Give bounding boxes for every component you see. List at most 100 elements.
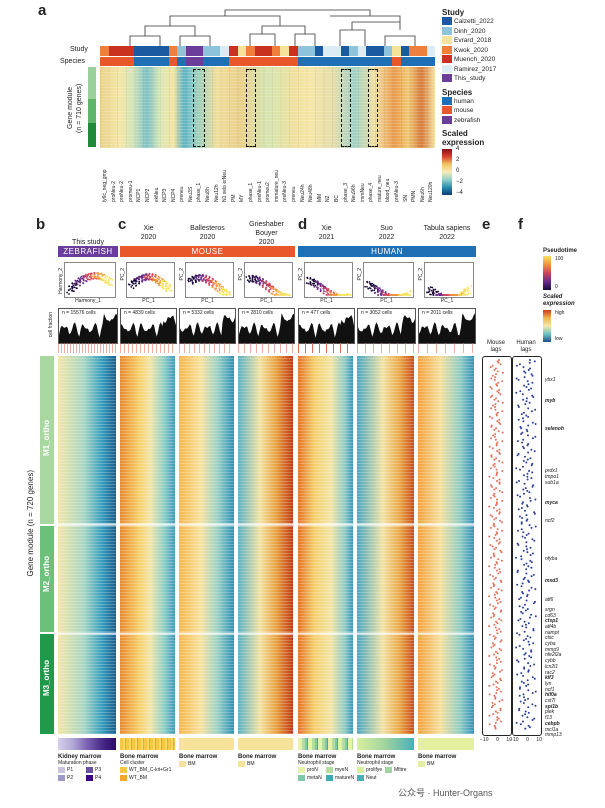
scale-tick: 0 xyxy=(456,168,460,174)
lag-dot xyxy=(493,465,496,468)
lag-dot xyxy=(496,719,499,721)
embedding-point xyxy=(366,281,369,284)
embedding-point xyxy=(195,277,198,280)
gene-label: mxd3 xyxy=(545,578,559,585)
lag-dot xyxy=(491,515,494,518)
lag-dot xyxy=(494,563,497,566)
lag-dot xyxy=(517,378,520,381)
lag-dot xyxy=(526,430,529,433)
embedding-point xyxy=(165,282,167,285)
gene-label: mmp9 xyxy=(545,646,559,653)
embedding-point xyxy=(218,284,221,287)
lag-dot xyxy=(491,672,494,675)
embedding-point xyxy=(372,285,374,287)
lag-dot xyxy=(489,514,492,517)
study-cell xyxy=(366,46,375,56)
gene-label: hif0a xyxy=(545,692,557,699)
embedding-point xyxy=(459,294,462,296)
lag-dot xyxy=(493,593,496,596)
lag-dot xyxy=(500,551,503,554)
sample-legend-item: P1 xyxy=(58,766,86,774)
embedding-point xyxy=(369,287,372,290)
lag-dot xyxy=(527,565,530,568)
lag-dot xyxy=(533,450,536,453)
embedding-point xyxy=(309,277,312,280)
lag-dot xyxy=(518,694,521,697)
lag-dot xyxy=(495,397,497,400)
panel-a-dendrogram xyxy=(129,9,416,48)
lag-dot xyxy=(493,548,496,551)
column-label: immature_neu xyxy=(273,170,280,202)
panel-d-label: d xyxy=(298,216,308,233)
gene-label: myb xyxy=(545,397,556,404)
embedding-point xyxy=(322,292,325,295)
column-label: MM xyxy=(316,193,323,202)
embedding-point xyxy=(204,276,207,279)
lag-dot xyxy=(526,380,529,383)
lag-dot xyxy=(496,532,499,535)
lag-dot xyxy=(528,655,531,657)
embedding-point xyxy=(203,277,206,279)
embedding-point xyxy=(264,281,267,284)
lag-dot xyxy=(495,373,497,376)
lag-dot xyxy=(500,559,503,562)
lag-dot xyxy=(519,723,522,726)
panel-e-label: e xyxy=(482,216,491,233)
lag-dot xyxy=(531,394,534,397)
embedding-xlabel: PC_1 xyxy=(260,298,273,304)
sample-annotation-bar xyxy=(179,738,234,750)
lag-dot xyxy=(528,361,531,364)
lag-dot xyxy=(490,425,493,428)
gene-label: cebpb xyxy=(545,720,560,727)
sample-legend: Bone marrow BM xyxy=(238,754,296,768)
lag-dot xyxy=(493,435,496,438)
column-label: NCP4 xyxy=(170,188,177,202)
sample-legend-swatch xyxy=(120,766,127,773)
embedding-point xyxy=(112,279,114,281)
sample-legend-swatch xyxy=(58,774,65,781)
distribution-area xyxy=(358,315,415,343)
lag-dot xyxy=(518,633,521,636)
dataset-title: Ballesteros 2020 xyxy=(190,225,225,241)
lag-dot xyxy=(499,610,502,613)
embedding-point xyxy=(319,290,322,293)
gene-label: klf3 xyxy=(545,675,554,682)
gene-label: ybx1 xyxy=(545,376,556,383)
lag-dot xyxy=(493,665,496,667)
embedding-point xyxy=(434,288,437,291)
lag-dot xyxy=(495,472,498,475)
species-cell xyxy=(100,57,109,66)
embedding-point xyxy=(428,288,431,291)
lag-dot xyxy=(490,556,492,559)
species-cell xyxy=(168,57,178,66)
embedding-point xyxy=(466,290,469,292)
lag-dot xyxy=(516,659,518,662)
embedding-point xyxy=(189,280,192,282)
embedding-point xyxy=(464,289,466,291)
heatmap-texture xyxy=(418,356,474,734)
embedding-point xyxy=(367,287,370,290)
lag-dot xyxy=(524,603,526,606)
lag-dot xyxy=(529,559,532,562)
dataset-title: Grieshaber Bouyer 2020 xyxy=(249,221,284,246)
column-label: preNeu-3 xyxy=(394,181,401,202)
embedding-point xyxy=(76,287,78,290)
lag-dot xyxy=(525,414,528,417)
embedding-point xyxy=(212,278,214,281)
lag-dot xyxy=(494,626,497,629)
lag-dot xyxy=(522,366,525,369)
embedding-point xyxy=(317,283,320,285)
lag-dot xyxy=(494,667,496,670)
species-cell xyxy=(332,57,341,66)
embedding-point xyxy=(104,279,107,282)
embedding-point xyxy=(255,282,258,284)
embedding-point xyxy=(337,294,339,296)
lag-axis-tick: −10 xyxy=(480,737,489,743)
embedding-point xyxy=(225,294,227,296)
lag-dot xyxy=(492,683,495,686)
embedding-point xyxy=(72,284,75,287)
species-legend-item: mouse xyxy=(442,106,602,116)
embedding-plot xyxy=(185,262,234,298)
embedding-point xyxy=(432,288,435,291)
embedding-point xyxy=(107,281,110,284)
